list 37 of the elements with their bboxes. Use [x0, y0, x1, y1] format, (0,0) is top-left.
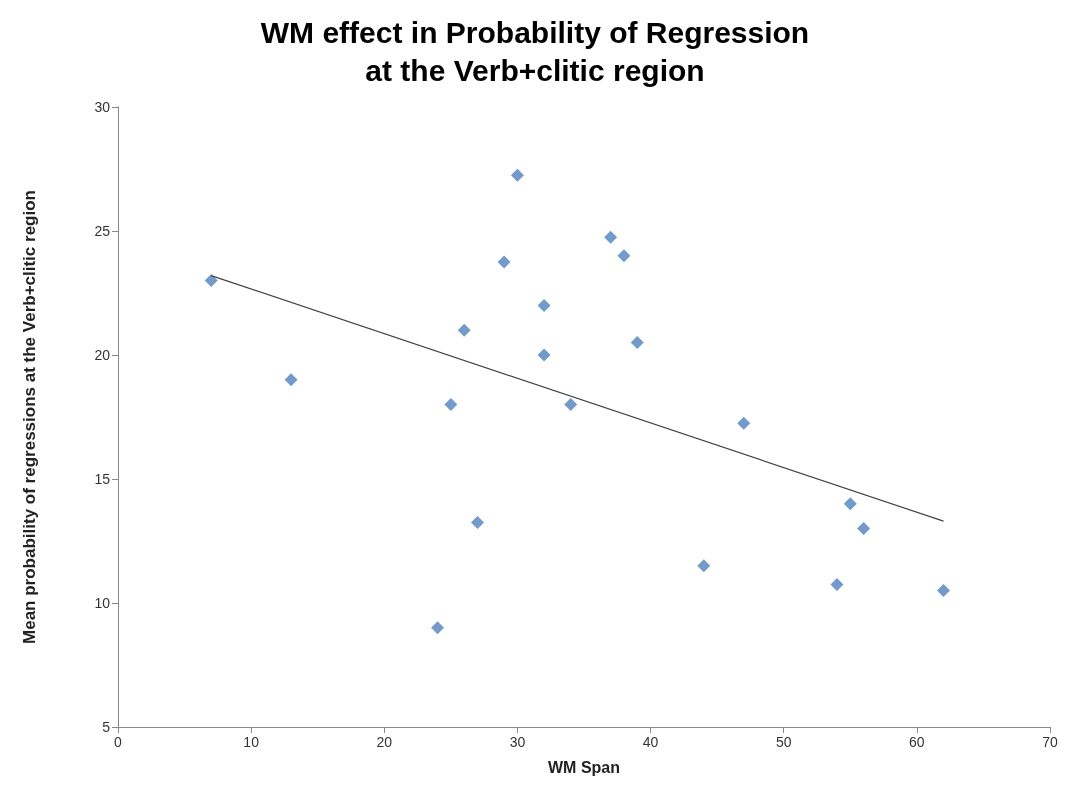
x-tick-label: 50	[775, 734, 792, 750]
y-tick-label: 10	[94, 595, 111, 611]
x-tick-label: 70	[1042, 734, 1058, 750]
point	[204, 274, 218, 288]
point	[497, 255, 511, 269]
point	[444, 398, 458, 412]
x-tick-label: 40	[642, 734, 659, 750]
point	[457, 323, 471, 337]
y-tick-label: 5	[102, 719, 111, 735]
x-tick-label: 20	[376, 734, 393, 750]
point	[564, 398, 578, 412]
y-tick-label: 25	[94, 223, 111, 239]
y-tick-label: 30	[94, 99, 111, 115]
point	[617, 249, 631, 263]
point	[857, 522, 871, 536]
point	[737, 416, 751, 430]
point	[510, 168, 524, 182]
x-tick-label: 60	[909, 734, 925, 750]
point	[537, 348, 551, 362]
x-axis-title: WM Span	[548, 758, 620, 776]
x-tick-label: 10	[243, 734, 260, 750]
y-axis-title: Mean probability of regressions at the Verb+clitic region	[20, 190, 39, 644]
y-tick-label: 20	[94, 347, 111, 363]
point	[604, 230, 618, 244]
point	[830, 577, 844, 591]
point	[936, 584, 950, 598]
point	[697, 559, 711, 573]
y-tick-label: 15	[94, 471, 111, 487]
x-tick-label: 0	[114, 734, 123, 750]
point	[284, 373, 298, 387]
point	[431, 621, 445, 635]
chart-title: WM effect in Probability of Regression at the Verb+clitic region	[260, 15, 810, 87]
point	[630, 336, 644, 350]
x-tick-label: 30	[509, 734, 526, 750]
point	[537, 298, 551, 312]
point	[843, 497, 857, 511]
point	[470, 515, 484, 529]
